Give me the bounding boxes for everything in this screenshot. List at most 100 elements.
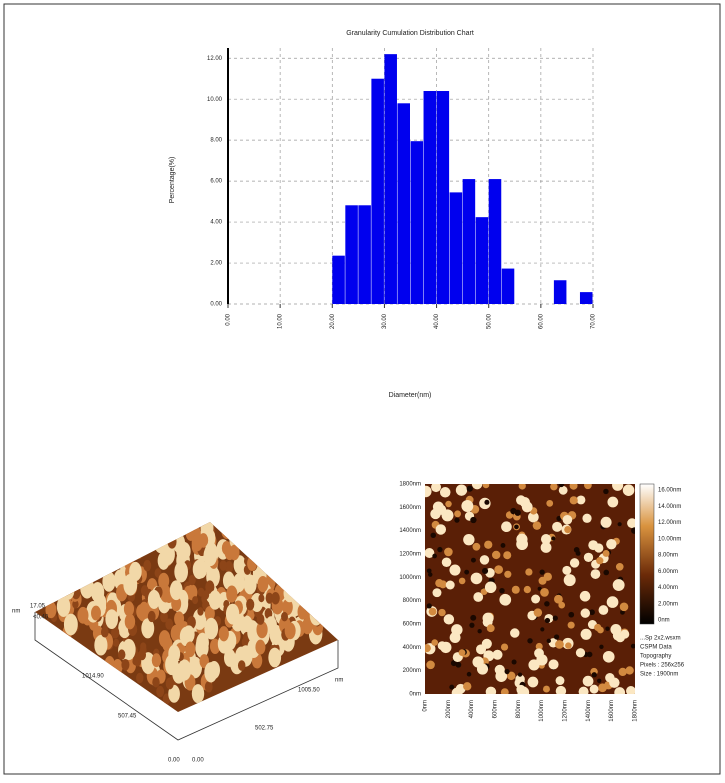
colorbar-label: 14.00nm: [658, 504, 681, 510]
bump: [205, 542, 218, 562]
z-unit: nm: [12, 609, 20, 615]
grain: [583, 676, 594, 687]
bump: [174, 611, 184, 626]
info-line: ...Sp 2x2.wsxm: [640, 636, 681, 642]
grain: [483, 613, 494, 624]
colorbar-label: 8.00nm: [658, 553, 678, 559]
grain: [514, 525, 519, 530]
bump: [201, 506, 212, 522]
y-tick-label: 1600nm: [399, 505, 421, 511]
bump: [268, 648, 281, 668]
colorbar: [640, 484, 654, 624]
grain: [548, 659, 558, 669]
y-tick-label: 12.00: [207, 56, 223, 62]
grain: [454, 518, 459, 523]
grain: [459, 578, 466, 585]
bump: [142, 534, 153, 550]
grain: [531, 595, 540, 604]
grain: [543, 686, 550, 693]
grain: [546, 500, 553, 507]
grain: [594, 624, 601, 631]
bump: [258, 576, 269, 592]
grain: [438, 641, 447, 650]
bump: [91, 582, 104, 603]
grain: [562, 566, 571, 575]
x-axis-label: Diameter(nm): [389, 392, 432, 399]
bar: [554, 280, 567, 304]
bump: [101, 627, 109, 638]
x-tick-label: 1800nm: [633, 700, 639, 722]
grain: [540, 627, 544, 631]
bar: [424, 91, 437, 304]
bump: [134, 545, 143, 559]
grain: [590, 685, 599, 694]
grain: [603, 489, 608, 494]
bump: [105, 656, 115, 671]
grain: [550, 483, 557, 490]
grain: [601, 517, 612, 528]
grain: [501, 643, 508, 650]
bump: [192, 684, 204, 703]
bump: [196, 509, 204, 520]
bump: [284, 584, 296, 602]
grain: [555, 640, 564, 649]
bump: [140, 642, 146, 650]
bump: [140, 537, 151, 554]
grain: [606, 539, 616, 549]
bump: [296, 575, 306, 590]
bump: [221, 522, 232, 539]
bump: [118, 649, 125, 659]
bump: [123, 574, 137, 596]
bump: [188, 575, 195, 585]
bump: [174, 561, 188, 582]
grain: [545, 618, 550, 623]
afm-2d: 1800nm0nm1600nm200nm1400nm400nm1200nm600…: [399, 479, 684, 722]
grain: [459, 649, 466, 656]
bump: [219, 626, 229, 641]
bump: [158, 552, 170, 570]
grain: [492, 650, 502, 660]
y-tick-label: 1800nm: [399, 482, 421, 488]
grain: [432, 554, 437, 559]
bump: [247, 556, 257, 571]
grain: [581, 608, 590, 617]
bump: [306, 590, 320, 611]
info-line: Size : 1900nm: [640, 672, 678, 678]
grain: [512, 660, 517, 665]
grain: [551, 536, 555, 540]
x-tick-label: 400nm: [469, 700, 475, 718]
grain: [456, 485, 467, 496]
x-tick-label: 40.00: [434, 313, 440, 329]
grain: [516, 685, 525, 694]
grain: [446, 581, 455, 590]
bump: [229, 545, 239, 561]
grain: [463, 682, 471, 690]
grain: [603, 550, 610, 557]
grain: [467, 672, 472, 677]
bump: [148, 590, 160, 609]
y-axis-label: Percentage(%): [169, 157, 176, 204]
x-tick-label: 800nm: [516, 700, 522, 718]
bump: [145, 541, 153, 553]
bump: [252, 549, 260, 561]
bump: [294, 587, 303, 600]
grain: [584, 481, 592, 489]
grain: [541, 534, 551, 544]
grain: [480, 555, 489, 564]
grain: [597, 679, 601, 683]
grain: [563, 515, 573, 525]
bump: [258, 594, 264, 602]
grain: [620, 602, 629, 611]
bar: [580, 292, 593, 304]
grain: [427, 603, 432, 608]
grain: [494, 565, 503, 574]
x-tick-label: 30.00: [382, 313, 388, 329]
grain: [438, 609, 445, 616]
x-unit: nm: [335, 678, 343, 684]
bump: [304, 589, 316, 607]
bump: [313, 586, 324, 602]
grain: [449, 565, 460, 576]
afm-3d: 17.05 <0.40 nm 1014.90 507.45 0.00 0.00 …: [12, 504, 343, 764]
bar: [476, 217, 489, 304]
